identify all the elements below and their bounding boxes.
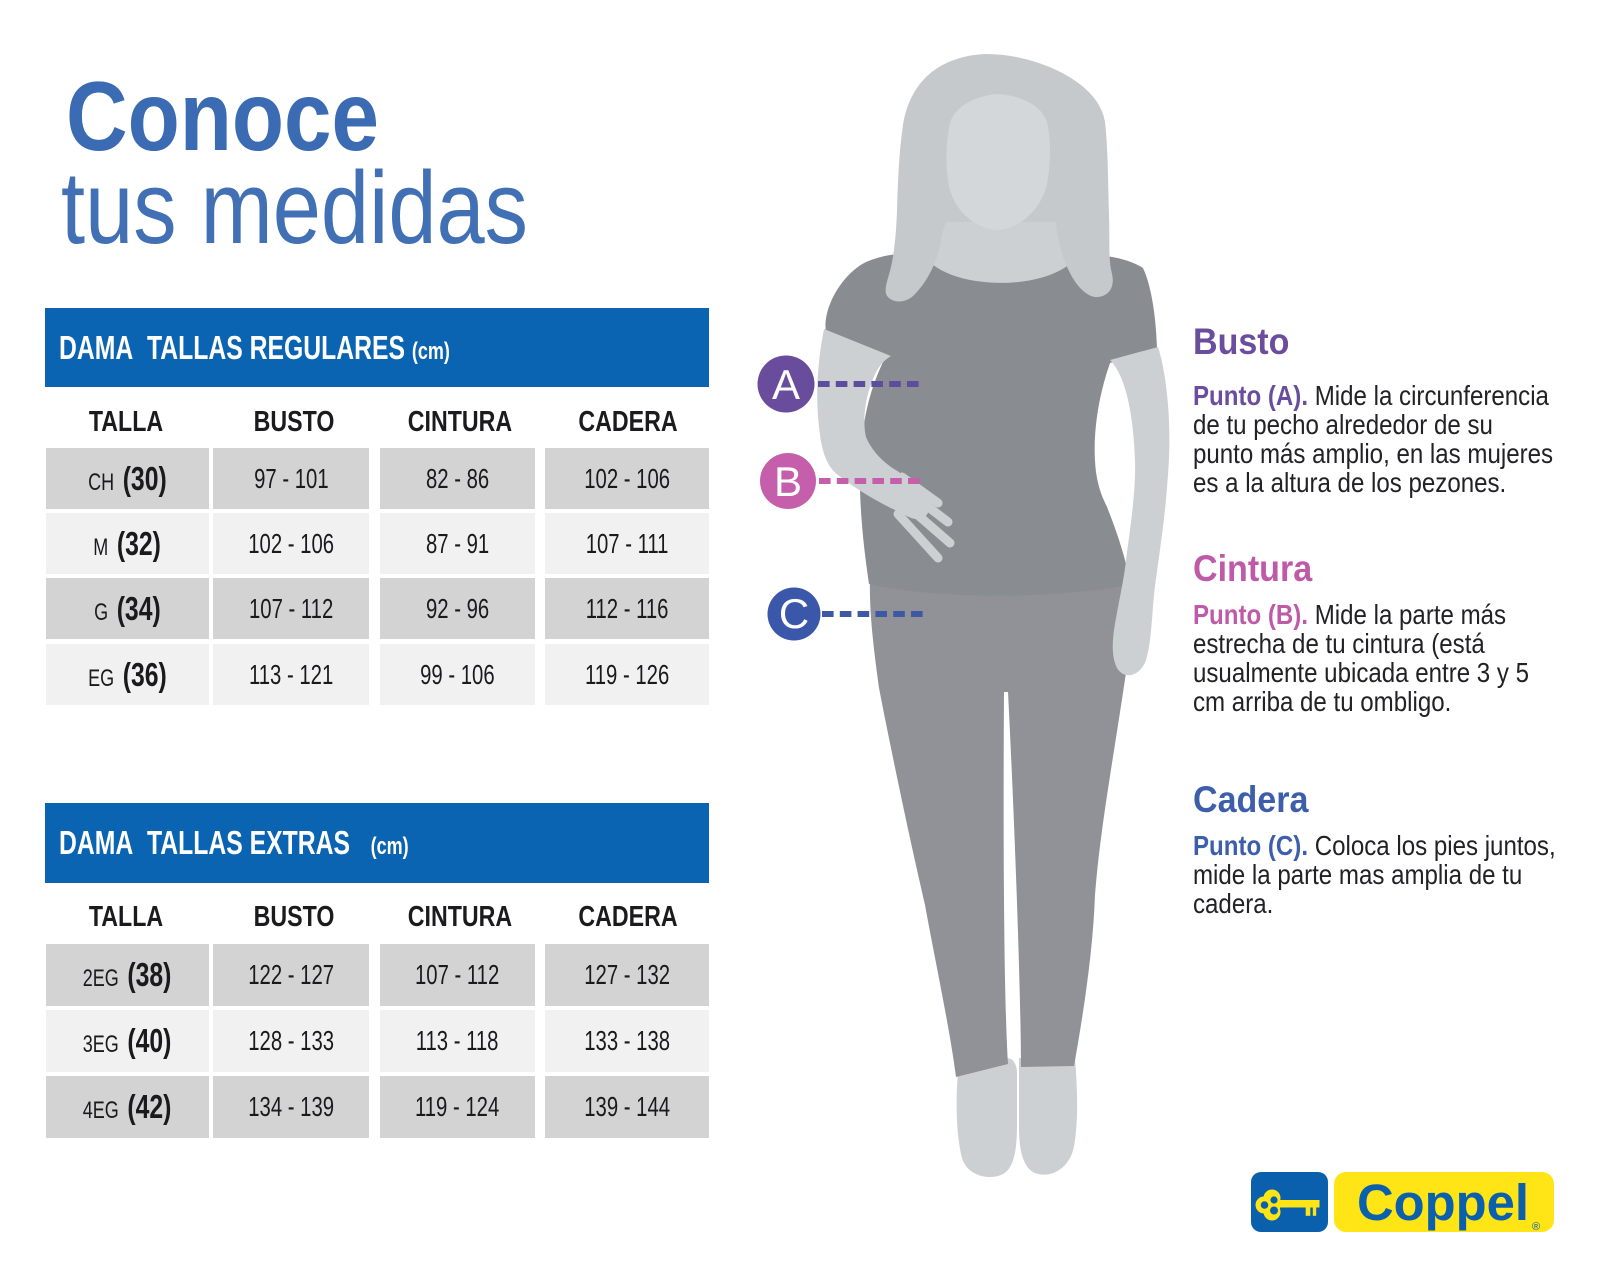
svg-text:A: A [772, 361, 800, 408]
svg-text:Conoce: Conoce [66, 61, 379, 171]
svg-text:®: ® [1532, 1221, 1540, 1233]
svg-text:tus medidas: tus medidas [61, 150, 528, 265]
svg-text:Coppel: Coppel [1357, 1174, 1529, 1231]
svg-text:B: B [774, 458, 802, 505]
svg-text:C: C [779, 590, 809, 637]
